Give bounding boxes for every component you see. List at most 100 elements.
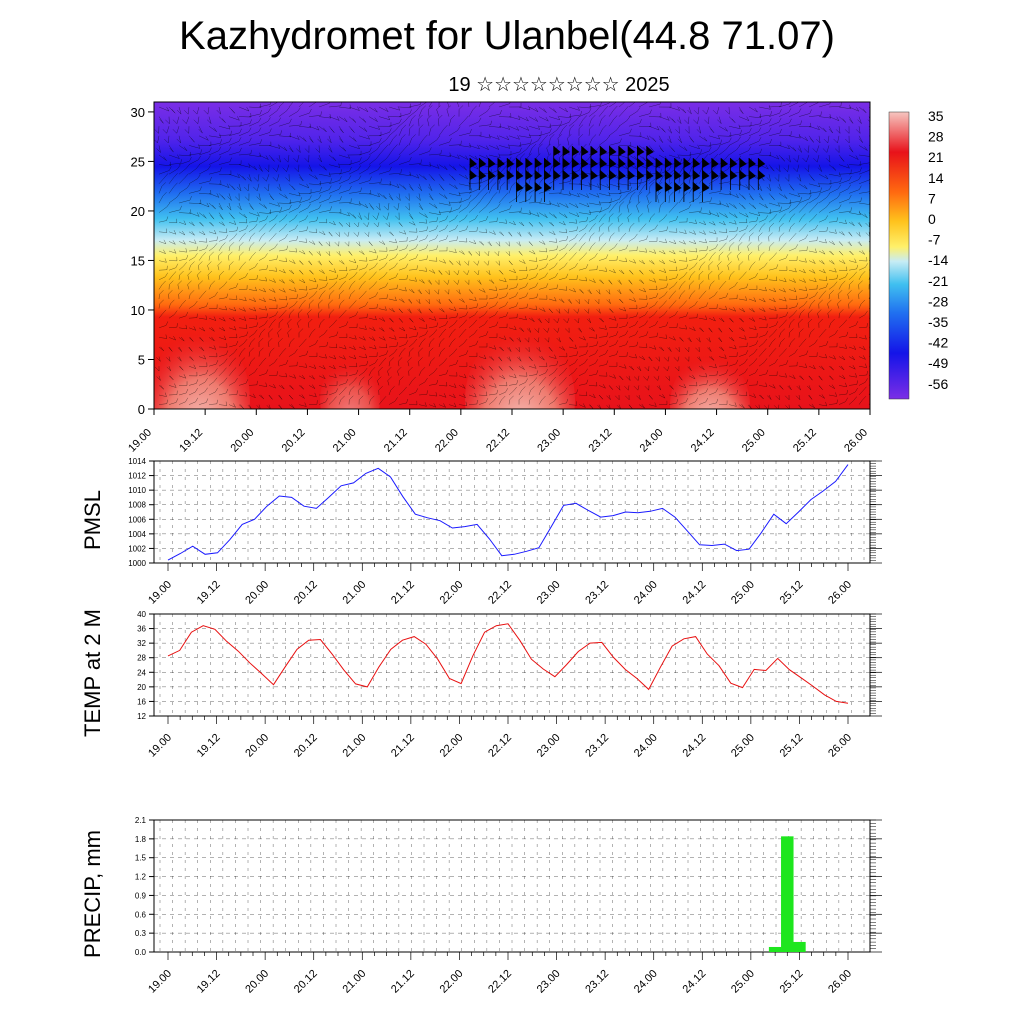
wind-barb-feather bbox=[248, 127, 252, 132]
wind-barb-feather bbox=[226, 228, 228, 233]
wind-barb bbox=[308, 279, 317, 283]
wind-barb-feather bbox=[645, 248, 647, 253]
wind-barb bbox=[218, 161, 231, 165]
wind-barb bbox=[718, 149, 727, 156]
wind-barb bbox=[747, 246, 750, 252]
wind-barb bbox=[438, 260, 446, 264]
wind-barb-feather bbox=[249, 119, 252, 124]
wind-barb-feather bbox=[487, 241, 492, 247]
wind-barb-feather bbox=[781, 213, 786, 218]
wind-barb bbox=[698, 284, 700, 290]
wind-barb-feather bbox=[515, 292, 519, 297]
wind-barb bbox=[268, 351, 271, 357]
wind-barb bbox=[508, 241, 510, 247]
wind-barb-feather bbox=[606, 135, 610, 140]
wind-barb-feather bbox=[372, 215, 377, 220]
wind-barb bbox=[178, 327, 187, 330]
wind-barb bbox=[728, 363, 737, 367]
wind-barb-feather bbox=[443, 259, 446, 264]
wind-barb bbox=[208, 231, 217, 235]
wind-barb-feather bbox=[318, 299, 323, 304]
wind-barb-feather bbox=[617, 280, 622, 285]
wind-barb-feather bbox=[614, 395, 620, 400]
wind-barb bbox=[468, 323, 474, 328]
wind-barb bbox=[376, 212, 380, 220]
wind-barb bbox=[178, 168, 187, 175]
wind-barb-feather bbox=[725, 378, 729, 383]
wind-barb-feather bbox=[393, 205, 398, 211]
wind-barb-feather bbox=[693, 110, 699, 115]
wind-barb-feather bbox=[667, 138, 672, 144]
wind-barb bbox=[688, 186, 694, 194]
wind-barb bbox=[378, 275, 385, 281]
wind-barb-feather bbox=[229, 137, 232, 142]
wind-barb-feather bbox=[722, 220, 726, 226]
wind-barb bbox=[626, 205, 630, 213]
wind-barb bbox=[238, 371, 244, 376]
wind-barb-feather bbox=[811, 403, 815, 409]
wind-barb-feather bbox=[793, 157, 798, 163]
wind-barb-feather bbox=[534, 364, 537, 369]
jet-flag bbox=[600, 146, 608, 156]
wind-barb-feather bbox=[841, 280, 846, 285]
wind-barb bbox=[268, 362, 275, 367]
wind-barb-feather bbox=[665, 238, 667, 243]
wind-barb bbox=[248, 342, 252, 348]
wind-barb bbox=[198, 294, 203, 300]
wind-barb-feather bbox=[821, 365, 825, 370]
wind-barb-feather bbox=[315, 148, 320, 153]
wind-barb bbox=[848, 356, 855, 361]
wind-barb-feather bbox=[849, 104, 851, 109]
wind-barb bbox=[588, 193, 600, 198]
wind-barb-feather bbox=[765, 164, 769, 170]
wind-barb-feather bbox=[695, 347, 700, 352]
wind-barb-feather bbox=[239, 147, 242, 152]
wind-barb bbox=[638, 113, 651, 117]
wind-barb bbox=[688, 392, 697, 396]
wind-barb bbox=[828, 126, 833, 134]
wind-barb-feather bbox=[610, 232, 615, 237]
wind-barb bbox=[308, 294, 314, 300]
wind-barb-feather bbox=[703, 230, 706, 235]
wind-barb-feather bbox=[586, 379, 589, 384]
wind-barb bbox=[738, 183, 749, 189]
wind-barb bbox=[778, 193, 788, 199]
wind-barb bbox=[816, 145, 820, 153]
wind-barb bbox=[708, 365, 717, 369]
wind-barb-feather bbox=[620, 269, 625, 275]
wind-barb-feather bbox=[225, 350, 229, 355]
wind-barb-feather bbox=[298, 191, 301, 197]
jet-flag bbox=[628, 170, 636, 180]
wind-barb bbox=[408, 119, 412, 127]
wind-barb-feather bbox=[740, 317, 744, 323]
wind-barb bbox=[198, 381, 206, 386]
wind-barb bbox=[268, 385, 276, 389]
wind-barb bbox=[308, 231, 317, 233]
wind-barb-feather bbox=[461, 298, 465, 303]
wind-barb-feather bbox=[213, 377, 218, 382]
wind-barb-feather bbox=[401, 124, 407, 130]
wind-barb-feather bbox=[788, 108, 792, 113]
wind-barb-feather bbox=[278, 117, 282, 122]
wind-barb bbox=[748, 152, 761, 156]
wind-barb bbox=[248, 372, 255, 377]
wind-barb-feather bbox=[189, 156, 192, 162]
wind-barb-feather bbox=[456, 261, 461, 266]
wind-barb-feather bbox=[286, 245, 289, 250]
wind-barb-feather bbox=[195, 397, 199, 402]
wind-barb bbox=[648, 125, 660, 131]
wind-barb bbox=[418, 212, 428, 218]
wind-barb-feather bbox=[205, 244, 209, 249]
wind-barb-feather bbox=[495, 301, 498, 306]
wind-barb-feather bbox=[660, 168, 662, 173]
wind-barb bbox=[168, 168, 178, 175]
wind-barb bbox=[218, 337, 227, 340]
wind-barb bbox=[708, 382, 717, 386]
wind-barb bbox=[458, 119, 466, 127]
wind-barb-feather bbox=[708, 261, 714, 266]
wind-barb bbox=[228, 132, 240, 137]
wind-barb-feather bbox=[688, 204, 692, 209]
wind-barb bbox=[318, 323, 321, 328]
wind-barb bbox=[258, 308, 267, 311]
